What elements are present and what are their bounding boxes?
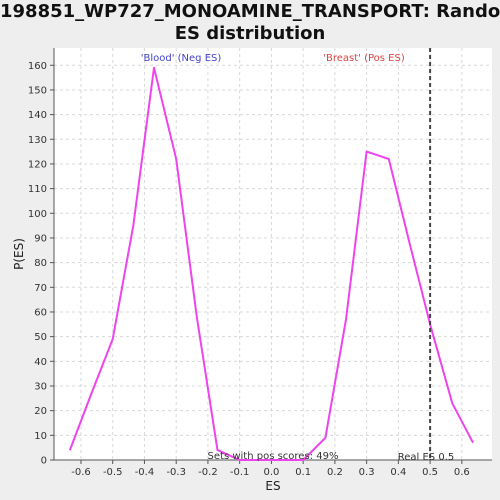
y-tick-label: 30 — [34, 381, 47, 392]
chart-title: 198851_WP727_MONOAMINE_TRANSPORT: Random… — [0, 0, 500, 45]
x-tick-label: 0.2 — [327, 467, 343, 478]
pos-es-annotation: 'Breast' (Pos ES) — [323, 53, 405, 64]
x-axis-label: ES — [265, 479, 280, 493]
y-tick-label: 10 — [34, 431, 47, 442]
chart-title-line-2: ES distribution — [174, 23, 326, 44]
ticks: 0 10 20 30 40 50 60 70 80 90 100 110 120 130 140 150 160… — [28, 61, 470, 478]
series — [68, 66, 474, 461]
y-tick-label: 160 — [28, 61, 47, 72]
y-tick-label: 110 — [28, 184, 47, 195]
y-tick-label: 90 — [34, 233, 47, 244]
x-tick-label: -0.2 — [198, 467, 218, 478]
x-tick-label: 0.0 — [263, 467, 279, 478]
es-distribution-line — [68, 66, 474, 461]
y-tick-label: 120 — [28, 159, 47, 170]
x-tick-label: 0.4 — [390, 467, 406, 478]
y-axis-label: P(ES) — [12, 238, 26, 270]
y-tick-label: 140 — [28, 110, 47, 121]
x-tick-label: 0.5 — [422, 467, 438, 478]
x-tick-label: 0.6 — [454, 467, 470, 478]
x-tick-label: -0.1 — [230, 467, 250, 478]
chart-title-line-1: 198851_WP727_MONOAMINE_TRANSPORT: Random — [0, 1, 500, 22]
y-tick-label: 20 — [34, 406, 47, 417]
x-tick-label: -0.6 — [71, 467, 91, 478]
y-tick-label: 60 — [34, 307, 47, 318]
neg-es-annotation: 'Blood' (Neg ES) — [141, 53, 222, 64]
grid — [54, 48, 492, 460]
y-tick-label: 70 — [34, 283, 47, 294]
y-tick-label: 150 — [28, 85, 47, 96]
x-tick-label: 0.3 — [359, 467, 375, 478]
y-tick-label: 100 — [28, 209, 47, 220]
real-es-annotation: Real ES 0.5 — [398, 452, 454, 463]
x-tick-label: -0.5 — [103, 467, 123, 478]
x-tick-label: -0.4 — [135, 467, 155, 478]
sets-pos-scores-annotation: Sets with pos scores: 49% — [208, 451, 339, 462]
y-tick-label: 130 — [28, 135, 47, 146]
x-tick-label: -0.3 — [166, 467, 186, 478]
x-tick-label: 0.1 — [295, 467, 311, 478]
plot-area — [54, 48, 492, 460]
y-tick-label: 0 — [41, 456, 47, 467]
y-tick-label: 50 — [34, 332, 47, 343]
y-tick-label: 40 — [34, 357, 47, 368]
y-tick-label: 80 — [34, 258, 47, 269]
